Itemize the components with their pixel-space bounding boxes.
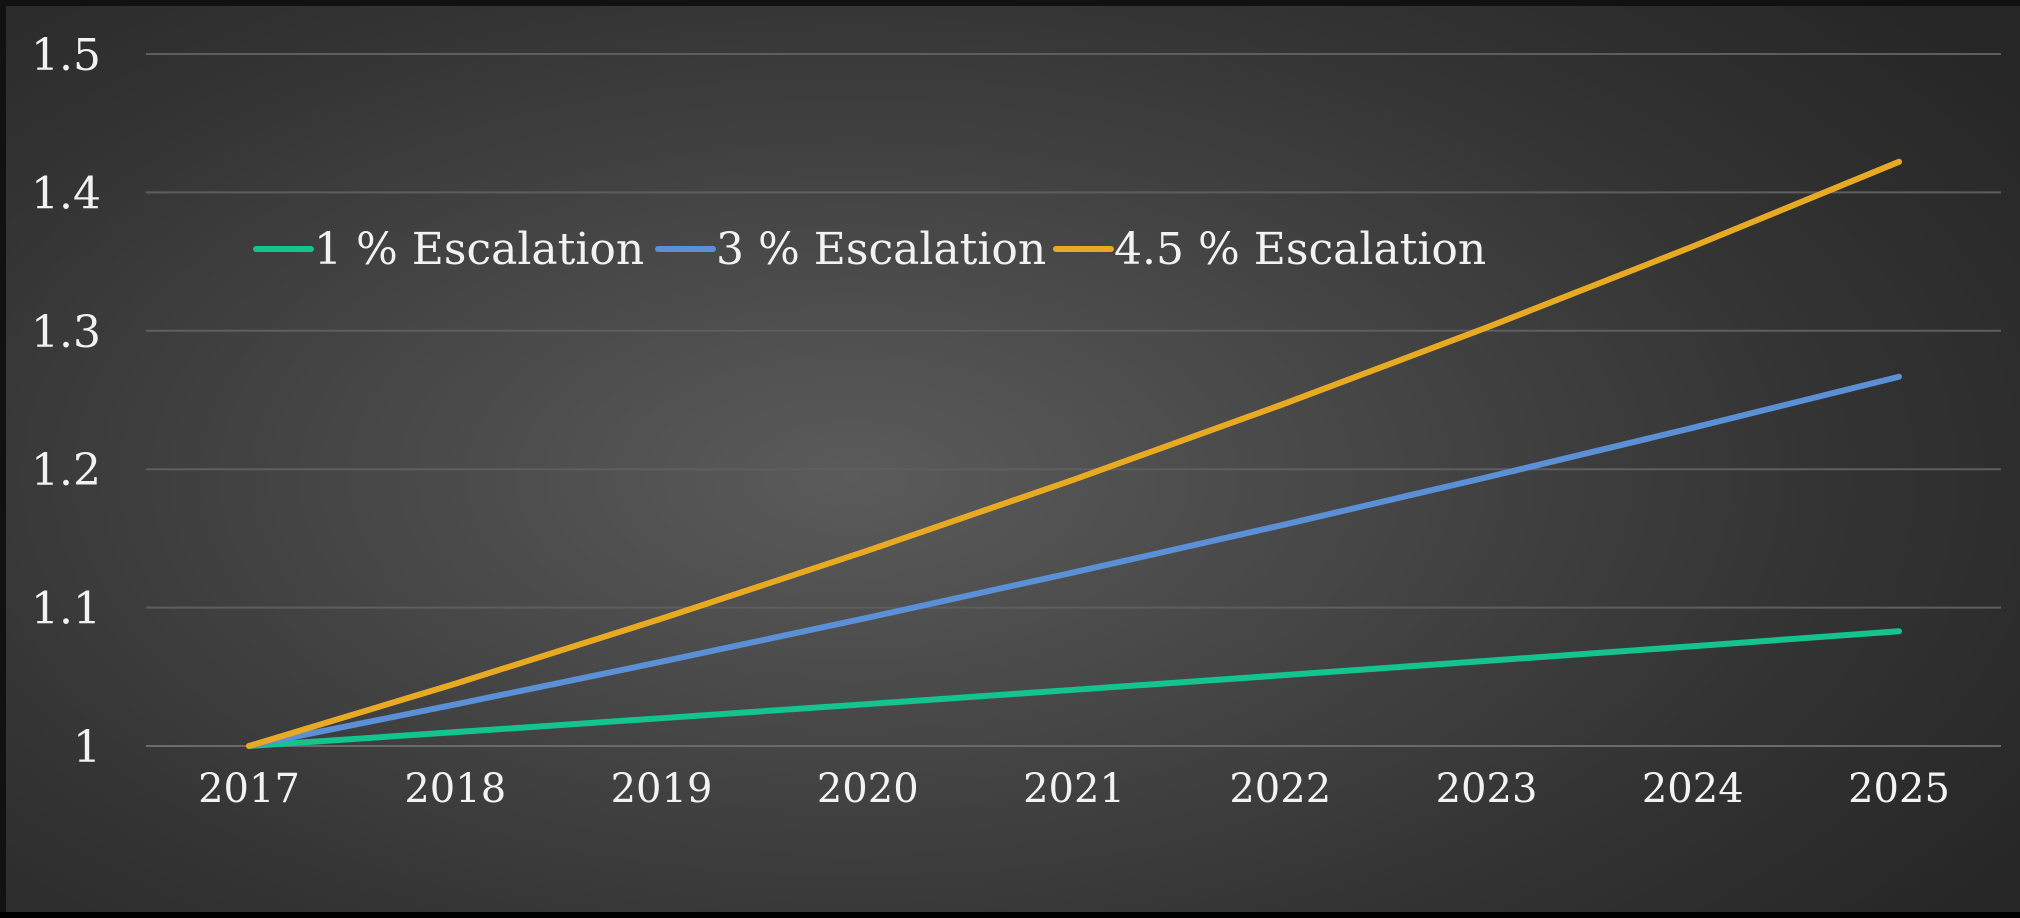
legend-label: 1 % Escalation (314, 224, 644, 275)
y-tick-label: 1.3 (31, 307, 101, 358)
legend-label: 3 % Escalation (716, 224, 1046, 275)
y-tick-label: 1 (73, 722, 101, 773)
x-tick-label: 2023 (1436, 766, 1538, 812)
gridlines (146, 53, 2001, 747)
x-tick-label: 2025 (1848, 766, 1950, 812)
series-line-2 (246, 158, 1902, 749)
legend: 1 % Escalation 3 % Escalation 4.5 % Escala… (253, 224, 1486, 275)
y-axis-ticks: 1 1.1 1.2 1.3 1.4 1.5 (31, 30, 101, 773)
x-axis-ticks: 2017 2018 2019 2020 2021 2022 2023 2024 2025 (198, 766, 1950, 812)
series-line-0 (246, 628, 1902, 749)
series-lines (246, 158, 1902, 749)
y-tick-label: 1.4 (31, 168, 101, 219)
legend-label: 4.5 % Escalation (1114, 224, 1486, 275)
series-line-1 (246, 373, 1902, 749)
y-tick-label: 1.2 (31, 445, 101, 496)
x-tick-label: 2017 (198, 766, 300, 812)
x-tick-label: 2020 (817, 766, 919, 812)
x-tick-label: 2019 (611, 766, 713, 812)
x-tick-label: 2022 (1229, 766, 1331, 812)
line-chart: 1 1.1 1.2 1.3 1.4 1.5 2017 2018 2019 2020 2021 202… (31, 30, 2001, 812)
y-tick-label: 1.1 (31, 584, 101, 635)
x-tick-label: 2021 (1023, 766, 1125, 812)
x-tick-label: 2024 (1642, 766, 1744, 812)
x-tick-label: 2018 (404, 766, 506, 812)
y-tick-label: 1.5 (31, 30, 101, 81)
